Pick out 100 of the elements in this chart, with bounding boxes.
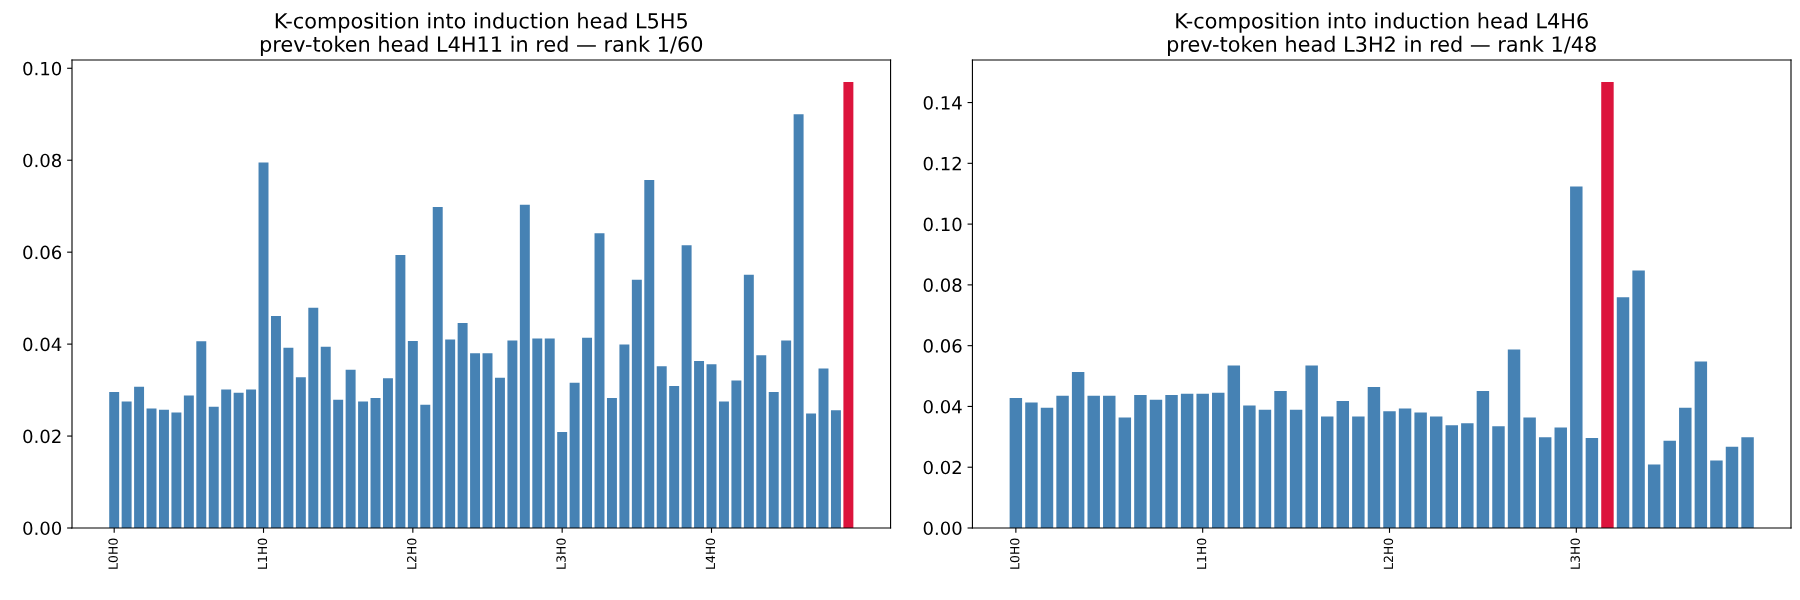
bar	[1103, 395, 1116, 528]
y-tick-label: 0.08	[23, 153, 62, 168]
y-tick-label: 0.00	[23, 521, 62, 536]
bar	[1507, 349, 1521, 528]
bar	[283, 347, 294, 528]
bar	[1305, 365, 1318, 528]
bar	[532, 338, 543, 528]
bar	[109, 391, 120, 528]
bar	[507, 340, 518, 528]
bar	[1741, 437, 1754, 528]
y-tick-label: 0.08	[923, 278, 962, 292]
bar	[843, 82, 854, 528]
chart-title: K-composition into induction head L5H5 prev-token head L4H11 in red — rank 1/60	[260, 12, 703, 56]
bar	[358, 401, 369, 528]
bar	[1570, 186, 1583, 528]
bar	[258, 162, 269, 528]
bar	[1647, 464, 1661, 528]
bar	[1134, 394, 1147, 528]
bar	[619, 344, 630, 528]
bar	[1554, 427, 1567, 528]
bar	[1414, 412, 1427, 528]
bar	[420, 404, 431, 528]
bar	[196, 341, 207, 528]
bar	[1710, 460, 1723, 528]
x-tick-label: L1H0	[1196, 538, 1207, 569]
bar	[308, 307, 319, 528]
bar	[1196, 393, 1209, 528]
bar	[407, 340, 418, 528]
bar	[1523, 417, 1536, 528]
bar	[1445, 425, 1458, 528]
y-tick-label: 0.02	[923, 460, 961, 475]
bar	[519, 204, 530, 528]
bar	[121, 401, 132, 528]
bar	[781, 340, 792, 528]
bar	[1383, 411, 1396, 528]
bar	[1725, 446, 1739, 528]
bar	[370, 397, 381, 528]
bar	[1149, 399, 1163, 528]
bar	[1258, 409, 1272, 528]
bar	[1227, 365, 1241, 528]
chart-title: K-composition into induction head L4H6 prev-token head L3H2 in red — rank 1/48	[1168, 12, 1596, 56]
bar	[1663, 440, 1676, 528]
bar	[382, 378, 393, 528]
x-tick-label: L2H0	[1383, 538, 1394, 569]
bar	[1056, 395, 1069, 528]
bar	[482, 353, 493, 528]
bar	[582, 337, 593, 528]
y-tick-label: 0.00	[923, 521, 962, 536]
bar	[208, 406, 219, 528]
bar	[146, 408, 157, 528]
bar	[669, 385, 680, 528]
y-tick-label: 0.06	[923, 339, 962, 353]
bar	[1071, 372, 1085, 528]
bar	[544, 338, 555, 528]
bar	[1336, 400, 1350, 528]
bar	[594, 233, 605, 528]
bar	[1212, 392, 1225, 528]
bar	[731, 380, 742, 528]
bar	[345, 369, 356, 528]
bar	[270, 316, 281, 528]
bar	[1632, 270, 1645, 528]
x-tick-label: L3H0	[1570, 538, 1580, 569]
bar	[1616, 297, 1630, 528]
bar	[1165, 394, 1178, 528]
bar	[1429, 416, 1443, 528]
bar	[171, 412, 182, 528]
bar	[233, 392, 244, 528]
bar	[681, 245, 692, 528]
bar	[656, 366, 667, 528]
bar	[557, 431, 568, 528]
bar	[1476, 390, 1490, 528]
bar	[134, 386, 145, 528]
bar	[1694, 361, 1708, 528]
x-tick-label: L0H0	[1010, 538, 1020, 569]
bar	[1321, 416, 1334, 528]
bar	[333, 399, 344, 528]
bar	[432, 207, 443, 528]
bar	[830, 410, 841, 528]
bar	[1289, 409, 1303, 528]
x-tick-label: L0H0	[108, 538, 118, 569]
bar	[1538, 437, 1552, 528]
bar	[818, 368, 829, 528]
bar	[295, 377, 306, 528]
y-tick-label: 0.04	[923, 399, 962, 414]
bar	[1040, 407, 1054, 528]
bar	[1243, 405, 1256, 528]
y-tick-label: 0.10	[23, 61, 62, 76]
y-tick-label: 0.12	[923, 156, 961, 171]
y-tick-label: 0.14	[923, 96, 962, 110]
bar	[569, 382, 580, 528]
bar	[1352, 416, 1365, 528]
bar	[1585, 438, 1599, 528]
bar	[1367, 386, 1381, 528]
y-tick-label: 0.10	[923, 217, 962, 232]
bar	[320, 346, 331, 528]
bar	[1398, 408, 1412, 528]
bar	[743, 274, 754, 528]
bar	[221, 389, 232, 528]
y-tick-label: 0.04	[23, 337, 62, 352]
bar	[644, 179, 655, 528]
